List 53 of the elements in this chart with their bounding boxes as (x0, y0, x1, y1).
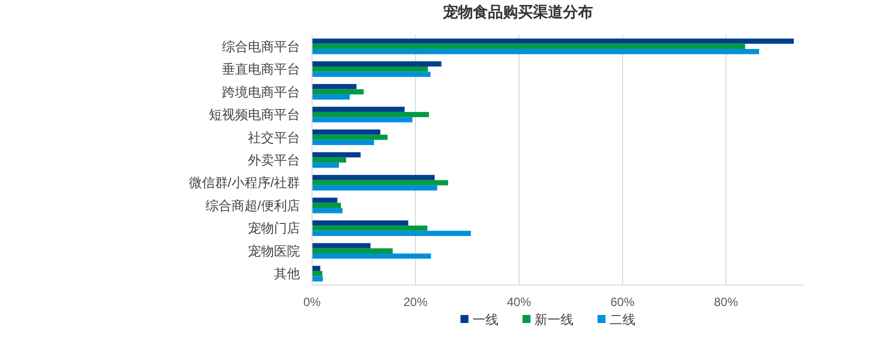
bar (312, 61, 442, 66)
y-tick-label: 其他 (274, 266, 300, 282)
x-tick-label: 80% (714, 295, 738, 309)
bar (312, 134, 388, 140)
bar (312, 162, 339, 168)
y-tick-label: 跨境电商平台 (222, 84, 300, 100)
bar (312, 202, 341, 208)
y-tick-label: 外卖平台 (248, 152, 300, 168)
legend-label: 新一线 (534, 312, 574, 327)
bar (312, 84, 357, 90)
x-tick-label: 60% (610, 295, 635, 309)
y-tick-label: 垂直电商平台 (222, 62, 300, 77)
x-tick-label: 0% (303, 295, 321, 309)
bar (312, 230, 471, 236)
legend-label: 二线 (610, 312, 636, 327)
bar (312, 72, 431, 77)
y-tick-label: 微信群/小程序/社群 (188, 175, 300, 190)
bar (312, 271, 322, 276)
bar (312, 254, 432, 259)
chart-title: 宠物食品购买渠道分布 (442, 3, 593, 21)
bar (312, 106, 405, 112)
bar (312, 89, 364, 94)
bar (312, 117, 412, 122)
y-tick-label: 宠物门店 (248, 220, 300, 236)
bar (312, 94, 350, 100)
bar (312, 112, 429, 118)
bar (312, 180, 448, 186)
bar (312, 157, 346, 163)
bar (312, 198, 338, 203)
bar (312, 38, 794, 44)
bar (312, 276, 323, 282)
x-tick-label: 20% (403, 295, 428, 309)
bar (312, 185, 438, 191)
bar (312, 266, 320, 272)
bar (312, 48, 760, 54)
legend-label: 一线 (472, 312, 498, 327)
bar (312, 248, 393, 254)
bar (312, 208, 343, 214)
y-tick-label: 宠物医院 (248, 243, 300, 258)
bar (312, 174, 435, 180)
bar (312, 243, 370, 248)
bar (312, 220, 408, 226)
bar (312, 44, 746, 49)
y-tick-label: 综合商超/便利店 (205, 198, 300, 213)
y-tick-label: 社交平台 (248, 130, 300, 145)
y-tick-label: 综合电商平台 (222, 38, 300, 54)
bar (312, 226, 428, 231)
bar (312, 66, 428, 72)
bar (312, 129, 380, 135)
x-tick-label: 40% (506, 295, 532, 309)
y-tick-label: 短视频电商平台 (209, 107, 300, 122)
bar (312, 140, 374, 146)
bar (312, 152, 361, 158)
